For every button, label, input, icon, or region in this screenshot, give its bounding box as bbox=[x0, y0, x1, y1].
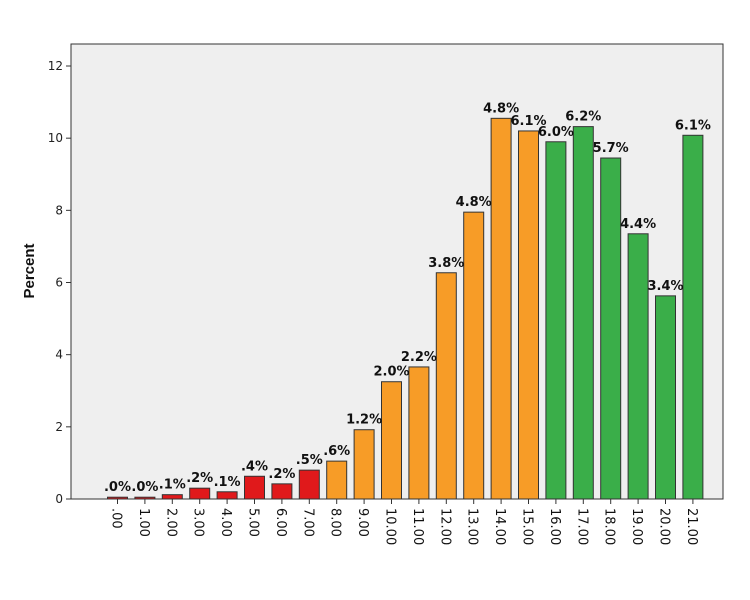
bar-4p00 bbox=[216, 491, 238, 500]
bar-18p00 bbox=[600, 157, 622, 500]
x-tick-label: 1.00 bbox=[136, 508, 151, 537]
data-label: 3.4% bbox=[647, 279, 683, 294]
bar-15p00 bbox=[518, 130, 539, 500]
data-label: 1.2% bbox=[346, 413, 382, 428]
x-tick-label: 10.00 bbox=[383, 508, 398, 545]
data-label: .2% bbox=[186, 471, 213, 486]
y-tick-label: 2 bbox=[55, 420, 63, 434]
bar-1p00 bbox=[134, 496, 156, 500]
x-tick-label: 18.00 bbox=[602, 508, 617, 545]
x-tick-label: 4.00 bbox=[218, 508, 233, 537]
bar-3p00 bbox=[189, 487, 211, 500]
x-tick-label: 9.00 bbox=[355, 508, 370, 537]
x-tick-label: 19.00 bbox=[629, 508, 644, 545]
bar-2p00 bbox=[161, 494, 183, 500]
x-tick-label: 7.00 bbox=[300, 508, 315, 537]
y-tick-label: 12 bbox=[48, 59, 63, 73]
y-tick-label: 6 bbox=[55, 276, 63, 290]
data-label: .1% bbox=[214, 475, 241, 490]
data-label: 2.2% bbox=[401, 350, 437, 365]
bar-13p00 bbox=[463, 211, 485, 500]
data-label: .0% bbox=[104, 480, 131, 495]
data-label: 3.8% bbox=[428, 256, 464, 271]
x-tick-label: 3.00 bbox=[191, 508, 206, 537]
bars-group bbox=[107, 117, 704, 500]
bar-8p00 bbox=[326, 460, 348, 500]
bar-10p00 bbox=[381, 381, 402, 500]
bar-12p00 bbox=[435, 272, 457, 500]
x-tick-label: 8.00 bbox=[328, 508, 343, 537]
bar-6p00 bbox=[271, 483, 293, 500]
data-label: 2.0% bbox=[373, 365, 409, 380]
data-label: 6.1% bbox=[510, 114, 546, 129]
x-tick-label: 5.00 bbox=[246, 508, 261, 537]
data-label: .2% bbox=[268, 467, 295, 482]
data-label: .1% bbox=[159, 478, 186, 493]
x-tick-label: .00 bbox=[109, 508, 124, 529]
bar-21p00 bbox=[682, 134, 704, 500]
x-tick-label: 12.00 bbox=[437, 508, 452, 545]
x-tick-label: 21.00 bbox=[684, 508, 699, 545]
data-label: 5.7% bbox=[593, 141, 629, 156]
x-tick-label: 6.00 bbox=[273, 508, 288, 537]
y-tick-label: 0 bbox=[55, 492, 63, 506]
data-label: 4.4% bbox=[620, 217, 656, 232]
data-labels-group: .0% .0% .1% .2% .1%.4%.2%.5%.6%1.2%2.0%2.2%3… bbox=[104, 101, 711, 495]
y-tick-label: 8 bbox=[55, 203, 63, 217]
x-tick-label: 16.00 bbox=[547, 508, 562, 545]
data-label: 6.2% bbox=[565, 110, 601, 125]
x-tick-label: 13.00 bbox=[465, 508, 480, 545]
x-tick-label: 11.00 bbox=[410, 508, 425, 545]
bar-11p00 bbox=[408, 366, 430, 500]
data-label: .0% bbox=[131, 480, 158, 495]
data-label: .4% bbox=[241, 459, 268, 474]
y-tick-label: 4 bbox=[55, 348, 63, 362]
data-label: 4.8% bbox=[483, 101, 519, 116]
y-tick-label: 10 bbox=[48, 131, 63, 145]
x-axis: .00 1.00 2.00 3.00 4.00 5.00 6.00 7.00 8.00 9.00 1… bbox=[109, 499, 699, 545]
data-label: 6.0% bbox=[538, 125, 574, 140]
bar-20p00 bbox=[655, 295, 676, 500]
data-label: .6% bbox=[323, 444, 350, 459]
data-label: 6.1% bbox=[675, 118, 711, 133]
bar-14p00 bbox=[490, 117, 512, 500]
x-tick-label: 14.00 bbox=[492, 508, 507, 545]
bar-7p00 bbox=[298, 469, 320, 500]
data-label: .5% bbox=[296, 453, 323, 468]
x-tick-label: 2.00 bbox=[163, 508, 178, 537]
bar-17p00 bbox=[572, 126, 594, 500]
x-tick-label: 20.00 bbox=[657, 508, 672, 545]
y-axis: 0 2 4 6 8 10 12 bbox=[48, 59, 71, 506]
data-label: 4.8% bbox=[456, 195, 492, 210]
x-tick-label: 17.00 bbox=[574, 508, 589, 545]
bar-19p00 bbox=[627, 233, 649, 500]
y-axis-label: Percent bbox=[21, 243, 38, 298]
x-tick-label: 15.00 bbox=[520, 508, 535, 545]
bar-16p00 bbox=[545, 141, 567, 500]
bar-9p00 bbox=[353, 429, 375, 500]
bar-p00 bbox=[107, 496, 128, 500]
bar-5p00 bbox=[244, 475, 265, 500]
